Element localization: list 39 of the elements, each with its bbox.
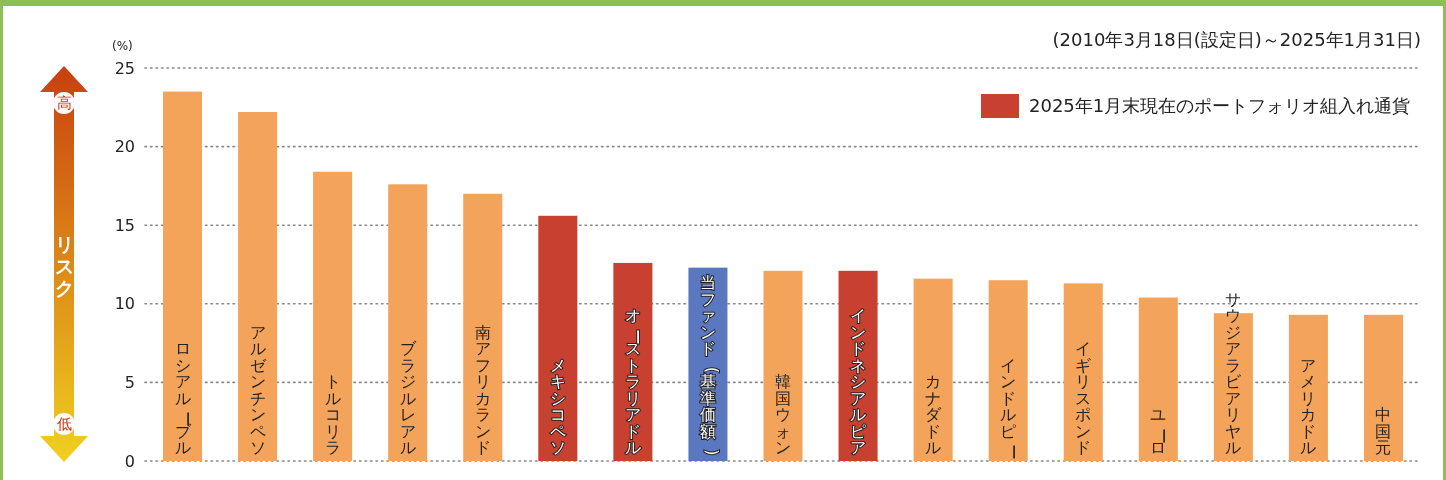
x-tick-label: メキシコペソ [549, 355, 566, 457]
y-tick-label: 15 [114, 215, 135, 235]
bar [763, 270, 803, 461]
legend-label: 2025年1月末現在のポートフォリオ組入れ通貨 [1029, 95, 1411, 117]
x-tick-label: トルコリラ [324, 371, 341, 457]
chart-subtitle: (2010年3月18日(設定日)～2025年1月31日) [1052, 29, 1421, 50]
bar [913, 278, 953, 461]
category-label: オーストラリアドル [624, 305, 648, 457]
bar [163, 91, 203, 461]
bar [538, 215, 578, 461]
x-tick-label: イギリスポンド [1075, 338, 1092, 457]
bar [1363, 314, 1403, 461]
bar [1138, 297, 1178, 461]
bar [463, 193, 503, 461]
x-tick-label: ブラジルレアル [399, 338, 417, 457]
y-tick-label: 10 [114, 294, 135, 314]
bar [1063, 283, 1103, 461]
y-tick-label: 0 [124, 451, 135, 471]
bar [388, 184, 428, 461]
x-tick-label: インドルピー [1000, 355, 1024, 461]
x-tick-label: アルゼンチンペソ [249, 322, 267, 457]
text: リスク [54, 233, 74, 299]
category-label: インドネシアルピア [850, 305, 867, 457]
bar [1288, 314, 1328, 461]
y-tick-label: 5 [124, 373, 135, 392]
category-label: 当ファンド(基準価額) [699, 272, 723, 456]
bar [238, 112, 278, 461]
x-tick-label: ユーロ [1150, 404, 1174, 457]
text: (%) [112, 39, 133, 53]
x-tick-label: アメリカドル [1300, 355, 1317, 457]
y-tick-label: 20 [114, 137, 135, 157]
x-tick-label: ロシアルーブル [174, 338, 198, 457]
bar [313, 171, 353, 461]
x-tick-label: 韓国ウォン [775, 371, 791, 457]
y-tick-label: 25 [114, 58, 135, 78]
bar [988, 280, 1028, 461]
x-tick-label: 中国元 [1375, 404, 1392, 457]
x-tick-label: カナダドル [925, 371, 943, 457]
x-tick-label: 南アフリカランド [474, 322, 491, 457]
